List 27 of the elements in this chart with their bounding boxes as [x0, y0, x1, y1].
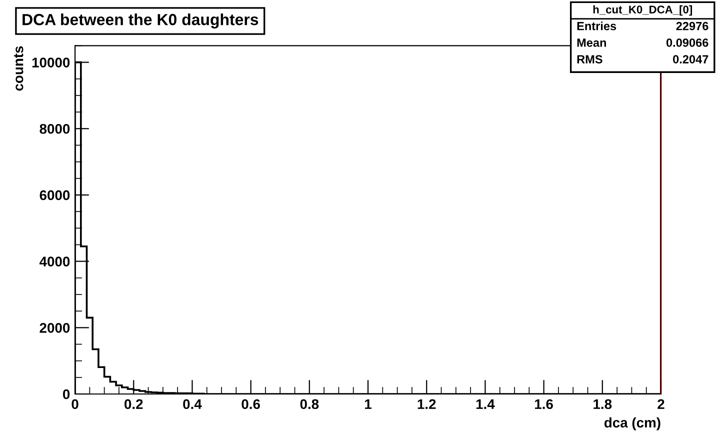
- x-tick-label: 2: [658, 399, 664, 409]
- x-tick-label: 0: [72, 399, 78, 410]
- text: Entries: [577, 22, 616, 30]
- x-tick-label: 1.6: [535, 399, 553, 410]
- y-tick-label: 8000: [40, 124, 70, 134]
- y-tick-label: 6000: [40, 190, 70, 200]
- text: 0.09066: [666, 38, 708, 47]
- y-tick-label: 0: [62, 389, 70, 400]
- text: h_cut_K0_DCA_[0]: [593, 5, 692, 16]
- text: 22976: [676, 22, 708, 30]
- y-axis-title: counts: [14, 46, 24, 91]
- y-tick-label: 4000: [39, 256, 70, 266]
- x-tick-label: 0.2: [124, 399, 143, 410]
- y-tick-label: 2000: [40, 322, 70, 333]
- x-tick-label: 1.8: [594, 399, 612, 410]
- x-tick-label: 0.4: [183, 399, 202, 410]
- x-tick-label: 0.8: [300, 399, 319, 410]
- x-tick-label: 0.6: [242, 399, 260, 410]
- chart-title: DCA between the K0 daughters: [22, 13, 258, 28]
- annotation: RMS: [577, 55, 602, 64]
- y-tick-label: 10000: [32, 58, 70, 68]
- annotation: Mean: [577, 38, 606, 47]
- x-axis-title: dca (cm): [604, 417, 660, 430]
- x-tick-label: 1: [365, 399, 372, 409]
- x-tick-label: 1.2: [418, 399, 436, 409]
- x-tick-label: 1.4: [476, 399, 495, 409]
- text: 0.2047: [673, 55, 708, 64]
